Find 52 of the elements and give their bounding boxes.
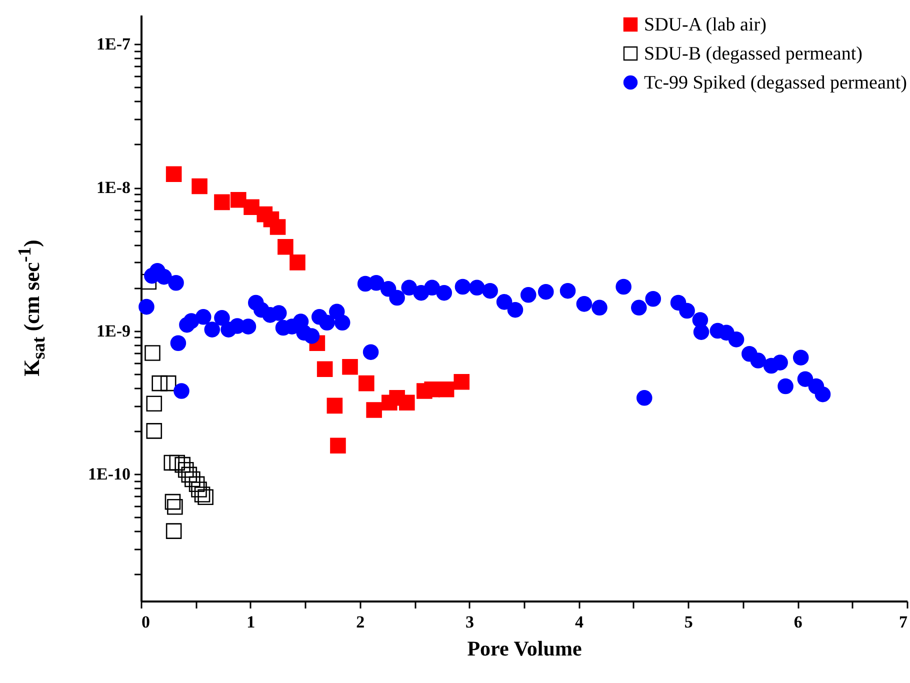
x-tick-label: 4 <box>574 612 584 632</box>
point <box>366 402 382 418</box>
point <box>244 199 260 215</box>
point <box>169 454 186 471</box>
point <box>198 489 214 506</box>
point <box>166 523 182 539</box>
y-tick-label: 1E-8 <box>96 178 130 198</box>
point <box>230 192 246 208</box>
point <box>160 375 176 392</box>
x-tick-label: 5 <box>684 612 693 632</box>
point <box>290 254 306 270</box>
point <box>146 423 162 439</box>
y-tick-label: 1E-9 <box>96 321 130 340</box>
point <box>270 219 286 235</box>
legend-label: Tc-99 Spiked (degassed permeant) <box>644 72 907 94</box>
point <box>184 471 200 488</box>
point <box>438 381 454 398</box>
x-axis-title: Pore Volume <box>467 636 582 660</box>
y-tick-label: 1E-10 <box>88 464 130 484</box>
x-tick-label: 7 <box>899 612 908 632</box>
x-tick-label: 0 <box>142 612 150 632</box>
x-tick-label: 6 <box>794 612 802 632</box>
point <box>146 396 162 412</box>
point <box>167 498 183 515</box>
point <box>424 381 440 398</box>
point <box>178 462 194 478</box>
point <box>194 486 210 502</box>
point <box>188 476 205 492</box>
legend-label: SDU-B (degassed permeant) <box>644 44 862 64</box>
point <box>174 456 190 473</box>
point <box>330 438 346 454</box>
point <box>454 374 470 390</box>
point <box>164 454 180 471</box>
point <box>164 494 181 510</box>
point <box>326 398 343 414</box>
point <box>316 361 333 378</box>
x-tick-label: 1 <box>246 612 256 632</box>
x-tick-label: 2 <box>356 612 365 632</box>
point <box>358 375 374 392</box>
legend-label: SDU-A (lab air) <box>644 14 766 36</box>
point <box>399 394 415 411</box>
point <box>152 375 168 392</box>
point <box>166 166 182 182</box>
point <box>342 358 358 375</box>
point <box>181 466 198 483</box>
point <box>192 178 208 194</box>
y-tick-label: 1E-7 <box>96 34 131 54</box>
point <box>191 482 207 498</box>
point <box>214 194 230 210</box>
x-tick-label: 3 <box>466 612 474 632</box>
point <box>144 345 160 361</box>
point <box>278 239 294 255</box>
